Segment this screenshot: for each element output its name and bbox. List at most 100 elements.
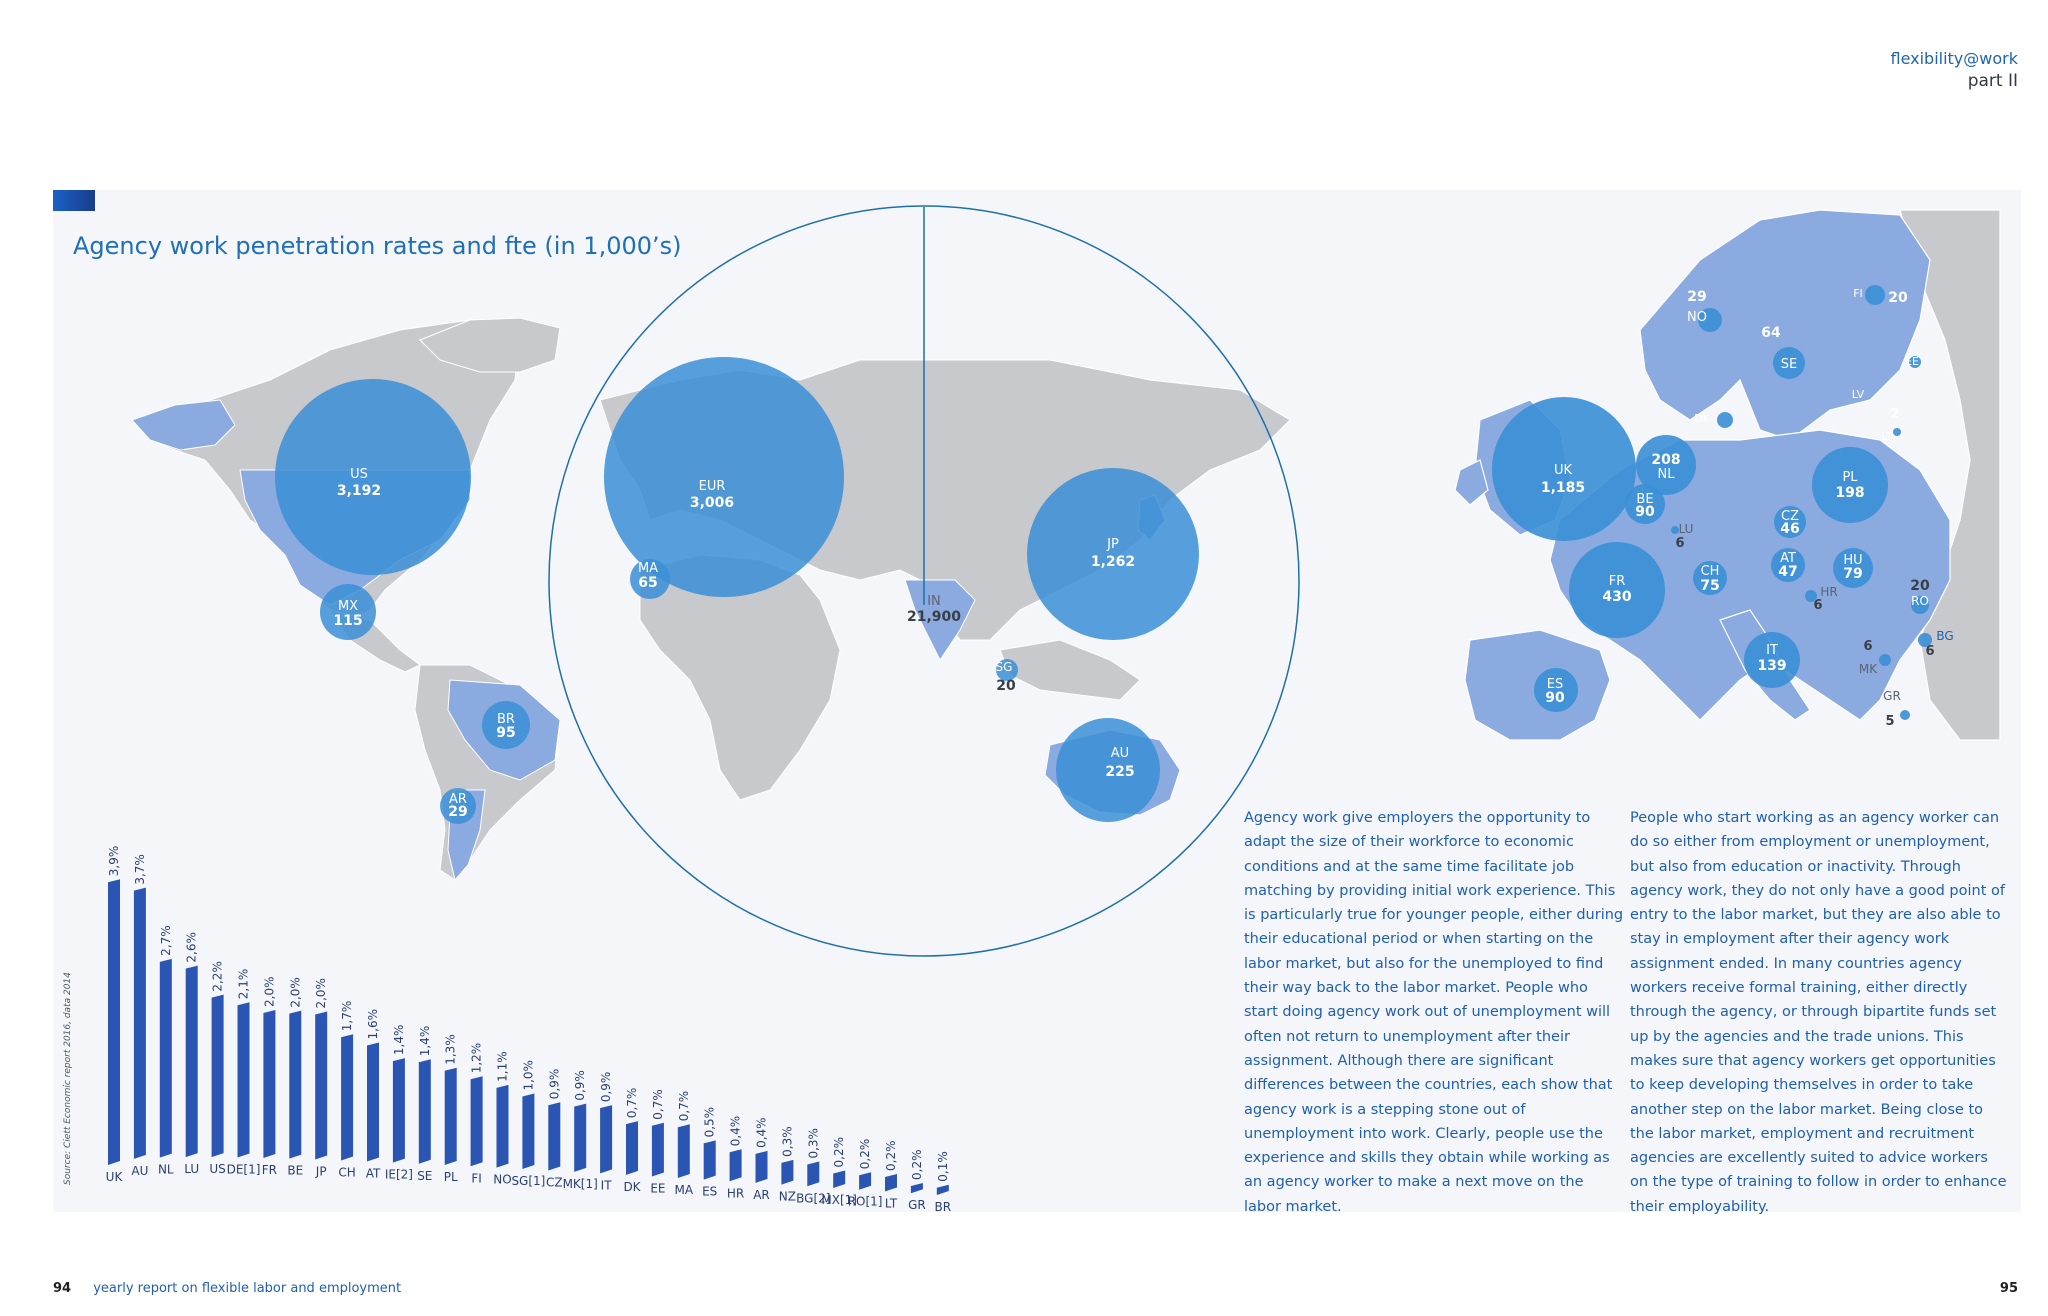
bubble-jp-value: 1,262 [1091, 554, 1135, 570]
bubble-es-code: ES [1547, 677, 1563, 692]
bar-uk [108, 879, 120, 1165]
bubble-au-value: 225 [1105, 764, 1134, 780]
bubble-ma-code: MA [638, 561, 658, 576]
bar-category-label: DK [623, 1180, 641, 1194]
bar-value-label: 2,6% [185, 932, 199, 963]
bar-value-label: 3,7% [133, 854, 147, 885]
bubble-ch-code: CH [1701, 564, 1720, 579]
bubble-eur [604, 357, 844, 597]
bar-lt [885, 1173, 897, 1192]
source-note: Source: Ciett Economic report 2016, data… [63, 972, 73, 1185]
bar-category-label: LT [885, 1196, 898, 1210]
bar-value-label: 0,7% [625, 1088, 639, 1119]
bubble-es-value: 90 [1545, 690, 1565, 706]
bubble-hu-code: HU [1843, 553, 1862, 568]
bar-mx [833, 1170, 846, 1188]
bubble-fi-value: 20 [1888, 290, 1908, 306]
bubble-sg [996, 659, 1018, 681]
bar-category-label: CZ [546, 1175, 563, 1189]
bar-category-label: DE[1] [227, 1162, 261, 1176]
paragraph-left: Agency work give employers the opportuni… [1244, 810, 1624, 1215]
bar-gr [910, 1182, 923, 1194]
bubble-be [1625, 484, 1665, 524]
bubble-ro [1911, 596, 1929, 614]
se-asia-land [999, 639, 1141, 701]
bar-ie [392, 1058, 405, 1163]
bubble-cz-code: CZ [1781, 509, 1799, 524]
bar-ar [755, 1150, 768, 1183]
bubble-fr-value: 430 [1602, 589, 1631, 605]
bar-value-label: 3,9% [107, 846, 121, 877]
bubble-ch [1693, 561, 1727, 595]
bar-category-label: PL [444, 1170, 458, 1184]
bubble-at [1771, 548, 1805, 582]
bar-dk [626, 1121, 638, 1175]
header-brand: flexibility@work part II [1890, 48, 2018, 92]
bubble-pl [1812, 447, 1888, 523]
bar-value-label: 1,6% [366, 1009, 380, 1040]
bar-category-label: FR [262, 1163, 277, 1177]
bubble-gr-value: 5 [1885, 714, 1894, 729]
bar-value-label: 0,2% [858, 1139, 872, 1170]
bar-category-label: FI [471, 1171, 481, 1185]
bubble-uk-code: UK [1554, 463, 1573, 478]
bubble-ma-value: 65 [638, 575, 657, 591]
bar-value-label: 0,1% [936, 1151, 950, 1182]
bubble-be-code: BE [1636, 492, 1653, 507]
bar-no [496, 1084, 509, 1168]
world-bubble-labels: US 3,192 MX 115 BR 95 AR 29 EUR 3,006 MA… [333, 467, 1135, 820]
bubble-lu-value: 6 [1675, 536, 1684, 551]
bubble-in-value: 21,900 [907, 609, 961, 625]
bubble-lt-value: 2 [1890, 407, 1899, 422]
bubble-lu-code: LU [1679, 522, 1694, 536]
bar-fr [263, 1009, 276, 1158]
footer-text: yearly report on flexible labor and empl… [93, 1281, 402, 1296]
bubble-dk-code: DK [1694, 412, 1710, 425]
bubble-us-code: US [350, 467, 368, 482]
bubble-in-code: IN [927, 594, 941, 609]
bubble-se-value: 64 [1761, 325, 1781, 341]
bubble-ma [630, 559, 670, 599]
bar-value-label: 0,2% [884, 1140, 898, 1171]
bubble-ar-code: AR [449, 792, 467, 807]
bubble-sg-value: 20 [996, 678, 1016, 694]
bar-category-label: AR [753, 1188, 770, 1202]
bar-pl [444, 1067, 457, 1166]
bar-category-label: UK [106, 1170, 124, 1184]
bar-category-label: MK[1] [563, 1177, 598, 1191]
bubble-lt-code: LT [1881, 430, 1893, 443]
bubble-at-value: 47 [1778, 564, 1797, 580]
bubble-mx-code: MX [338, 599, 358, 614]
bubble-no [1698, 308, 1722, 332]
ireland-land [1454, 459, 1489, 506]
page-title: Agency work penetration rates and fte (i… [73, 232, 682, 260]
bubble-hu-value: 79 [1843, 566, 1862, 582]
bar-value-label: 1,1% [496, 1051, 510, 1082]
bar-au [133, 887, 146, 1159]
bubble-ee [1909, 356, 1921, 368]
bar-bg [807, 1161, 820, 1187]
europe-bubbles [1492, 285, 1932, 720]
scandinavia-land [1639, 209, 1931, 441]
bubble-br-value: 95 [496, 725, 515, 741]
bubble-mk-code: MK [1859, 662, 1878, 676]
bubble-lv-code: LV [1852, 388, 1865, 401]
bubble-br [482, 701, 530, 749]
bar-value-label: 0,9% [599, 1072, 613, 1103]
greenland-land [419, 317, 561, 373]
bar-hr [729, 1149, 742, 1182]
bar-ma [677, 1124, 690, 1179]
paragraph-right: People who start working as an agency wo… [1630, 810, 2007, 1215]
bar-category-label: ES [702, 1185, 717, 1199]
bubble-us [275, 379, 471, 575]
bar-category-label: JP [315, 1165, 327, 1179]
bar-value-label: 0,2% [832, 1137, 846, 1168]
penetration-bar-chart: 3,9% UK 3,7% AU 2,7% NL 2,6% LU 2,2% US 2,1% DE[1] 2… [106, 846, 951, 1214]
page-number-right: 95 [1999, 1281, 2018, 1296]
bubble-au [1056, 718, 1160, 822]
bubble-be-value: 90 [1635, 504, 1655, 520]
bubble-fr [1569, 542, 1665, 638]
part-label: part II [1967, 71, 2018, 91]
bubble-pl-value: 198 [1835, 485, 1864, 501]
bar-value-label: 0,9% [573, 1070, 587, 1101]
